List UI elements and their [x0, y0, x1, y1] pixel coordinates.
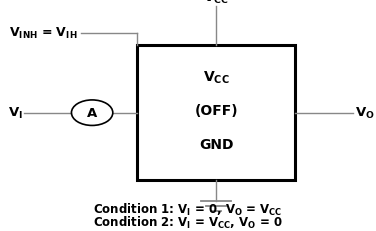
Text: Condition 1: V$_{\mathregular{I}}$ = 0, V$_{\mathregular{O}}$ = V$_{\mathregular: Condition 1: V$_{\mathregular{I}}$ = 0, …: [93, 201, 283, 217]
Text: V$_{\mathregular{CC}}$: V$_{\mathregular{CC}}$: [203, 69, 229, 85]
Text: Condition 2: V$_{\mathregular{I}}$ = V$_{\mathregular{CC}}$, V$_{\mathregular{O}: Condition 2: V$_{\mathregular{I}}$ = V$_…: [93, 214, 283, 230]
Text: V$_{\mathregular{CC}}$: V$_{\mathregular{CC}}$: [203, 0, 229, 6]
Text: V$_{\mathregular{O}}$: V$_{\mathregular{O}}$: [355, 106, 375, 121]
Text: V$_{\mathregular{I}}$: V$_{\mathregular{I}}$: [8, 106, 23, 121]
Bar: [137, 46, 295, 180]
Text: V$_{\mathregular{INH}}$ = V$_{\mathregular{IH}}$: V$_{\mathregular{INH}}$ = V$_{\mathregul…: [9, 26, 77, 41]
Text: (OFF): (OFF): [194, 103, 238, 118]
Text: GND: GND: [199, 137, 233, 151]
Text: A: A: [87, 107, 97, 120]
